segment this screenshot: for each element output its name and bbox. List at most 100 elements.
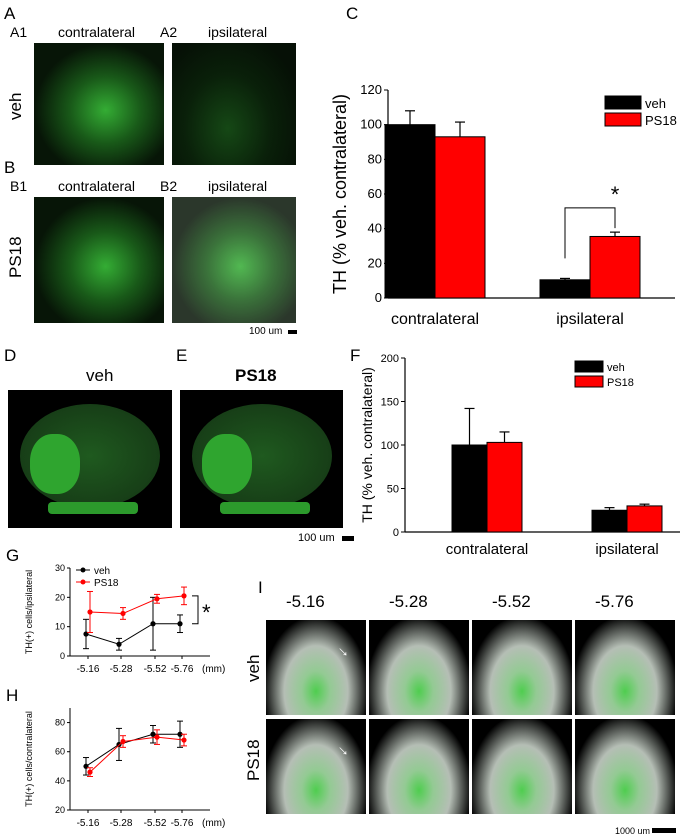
significance-asterisk: * xyxy=(611,182,620,207)
micrograph-ps18-section-1: → xyxy=(266,719,366,814)
panel-label-i: I xyxy=(258,578,263,597)
data-point-veh xyxy=(116,641,122,647)
bar-veh xyxy=(451,444,488,533)
legend-marker xyxy=(80,567,86,573)
scale-bar-e xyxy=(342,536,354,541)
y-tick-label: 150 xyxy=(381,397,399,409)
significance-bracket xyxy=(564,207,616,259)
y-tick-label: 50 xyxy=(387,484,399,496)
panel-label-a: A xyxy=(4,4,16,23)
row-label-ps18: PS18 xyxy=(244,739,263,781)
micrograph-a2 xyxy=(172,43,296,165)
panel-label-h: H xyxy=(6,686,19,705)
data-point-veh xyxy=(150,621,156,627)
x-tick-label: -5.76 xyxy=(171,818,194,829)
panel-label-d: D xyxy=(4,346,17,365)
y-tick-label: 0 xyxy=(393,527,399,539)
bar-veh xyxy=(591,509,628,533)
significance-asterisk: * xyxy=(202,600,211,625)
bar-ps18 xyxy=(434,136,486,299)
x-category-label: ipsilateral xyxy=(556,311,624,328)
y-tick-label: 0 xyxy=(60,651,65,661)
micrograph-veh-section-2 xyxy=(369,620,469,715)
bar-veh xyxy=(384,124,436,299)
label-a-contralateral: contralateral xyxy=(58,24,136,40)
bar-veh xyxy=(539,279,591,299)
micrograph-b2 xyxy=(172,197,296,323)
panel-label-c: C xyxy=(346,4,359,23)
data-point-veh xyxy=(177,731,183,737)
label-b-contralateral: contralateral xyxy=(58,178,136,194)
panel-label-e: E xyxy=(176,346,188,365)
column-label-section: -5.52 xyxy=(492,592,531,611)
label-a-ipsilateral: ipsilateral xyxy=(208,24,268,40)
legend-label: PS18 xyxy=(645,113,677,128)
y-tick-label: 80 xyxy=(55,718,65,728)
micrograph-b1 xyxy=(34,197,164,323)
x-unit-label: (mm) xyxy=(202,664,225,675)
panel-label-g: G xyxy=(6,546,20,565)
y-tick-label: 80 xyxy=(368,151,382,166)
label-b-ipsilateral: ipsilateral xyxy=(208,178,268,194)
x-tick-label: -5.52 xyxy=(144,818,167,829)
label-b2: B2 xyxy=(160,178,178,194)
data-point-veh xyxy=(177,621,183,627)
y-axis-label: TH (% veh. contralateral) xyxy=(330,94,350,294)
label-b1: B1 xyxy=(10,178,28,194)
x-category-label: contralateral xyxy=(446,541,529,558)
y-axis-label: TH(+) cells/ipsilateral xyxy=(24,570,34,654)
data-point-veh xyxy=(150,731,156,737)
significance-bracket xyxy=(192,595,199,625)
series-line-ps18 xyxy=(89,595,185,614)
micrograph-veh-section-3 xyxy=(472,620,572,715)
legend-label: veh xyxy=(645,96,666,111)
y-tick-label: 100 xyxy=(360,117,382,132)
y-tick-label: 20 xyxy=(55,592,65,602)
y-tick-label: 40 xyxy=(55,776,65,786)
x-tick-label: -5.28 xyxy=(110,818,133,829)
column-label-section: -5.76 xyxy=(595,592,634,611)
scale-bar-b xyxy=(288,330,297,334)
data-point-veh xyxy=(116,741,122,748)
chart-c: 0 20 40 60 80 100 120 TH (% veh. contralateral)… xyxy=(330,82,677,328)
panel-label-b: B xyxy=(4,158,16,177)
y-tick-label: 60 xyxy=(55,747,65,757)
column-label-section: -5.28 xyxy=(389,592,428,611)
row-label-veh: veh xyxy=(6,92,25,120)
y-axis-label: TH(+) cells/contralateral xyxy=(24,711,34,807)
scale-label-e: 100 um xyxy=(298,532,335,544)
y-tick-label: 40 xyxy=(368,221,382,236)
y-tick-label: 60 xyxy=(368,186,382,201)
y-tick-label: 200 xyxy=(381,353,399,365)
title-e: PS18 xyxy=(235,366,277,385)
y-tick-label: 100 xyxy=(381,440,399,452)
bar-ps18 xyxy=(486,441,523,533)
label-a2: A2 xyxy=(160,24,178,40)
label-a1: A1 xyxy=(10,24,28,40)
legend-swatch xyxy=(604,112,642,127)
bar-ps18 xyxy=(626,505,663,533)
chart-f: 0 50 100 150 200 TH (% veh. contralateral) con… xyxy=(360,353,680,558)
x-tick-label: -5.28 xyxy=(110,664,133,675)
x-category-label: contralateral xyxy=(391,311,479,328)
title-d: veh xyxy=(86,366,114,385)
data-point-ps18 xyxy=(87,769,93,775)
coronal-section-ps18 xyxy=(180,390,343,528)
legend-label: veh xyxy=(607,362,625,374)
y-tick-label: 0 xyxy=(375,290,382,305)
y-axis-label: TH (% veh. contralateral) xyxy=(360,367,375,523)
data-point-ps18 xyxy=(120,610,126,617)
scale-label-b: 100 um xyxy=(249,326,283,337)
chart-g: 0 10 20 30 TH(+) cells/ipsilateral -5.16 -5.28… xyxy=(24,563,225,675)
panel-label-f: F xyxy=(350,346,361,365)
micrograph-a1 xyxy=(34,43,164,165)
scale-label-i: 1000 um xyxy=(615,826,651,836)
coronal-section-veh xyxy=(8,390,172,528)
micrograph-veh-section-4 xyxy=(575,620,675,715)
series-line-ps18 xyxy=(89,736,185,773)
x-tick-label: -5.16 xyxy=(77,664,100,675)
data-point-ps18 xyxy=(120,738,126,745)
legend-label: PS18 xyxy=(607,377,634,389)
micrograph-veh-section-1: → xyxy=(266,620,366,715)
data-point-ps18 xyxy=(154,734,160,740)
